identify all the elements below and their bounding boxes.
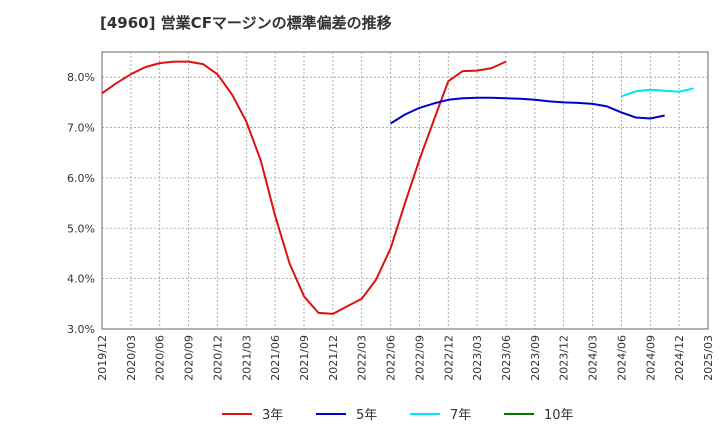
x-axis-ticks: 2019/12 2020/03 2020/06 2020/09 2020/12 2021/… (96, 335, 715, 381)
x-tick-label: 2023/03 (471, 335, 484, 381)
legend-label: 10年 (544, 408, 574, 423)
y-tick-label: 5.0% (67, 222, 95, 235)
x-tick-label: 2020/06 (154, 335, 167, 381)
legend-label: 7年 (450, 408, 471, 423)
x-tick-label: 2025/03 (702, 335, 715, 381)
x-tick-label: 2022/12 (442, 335, 455, 381)
plot-area (101, 51, 709, 330)
x-tick-label: 2020/12 (211, 335, 224, 381)
grid-lines (102, 52, 708, 329)
x-tick-label: 2021/12 (327, 335, 340, 381)
x-tick-label: 2022/06 (385, 335, 398, 381)
x-tick-label: 2022/09 (413, 335, 426, 381)
x-tick-label: 2023/12 (558, 335, 571, 381)
plot-frame (101, 51, 709, 330)
legend-label: 3年 (262, 408, 283, 423)
x-tick-label: 2021/06 (269, 335, 282, 381)
series-line (101, 60, 507, 315)
legend-label: 5年 (356, 408, 377, 423)
x-tick-label: 2021/09 (298, 335, 311, 381)
series-line (390, 96, 665, 125)
x-tick-label: 2023/09 (529, 335, 542, 381)
x-tick-label: 2021/03 (240, 335, 253, 381)
x-tick-label: 2020/09 (183, 335, 196, 381)
x-tick-label: 2019/12 (96, 335, 109, 381)
x-tick-label: 2023/06 (500, 335, 513, 381)
y-tick-label: 4.0% (67, 273, 95, 286)
chart-title: [4960] 営業CFマージンの標準偏差の推移 (100, 14, 392, 32)
x-tick-label: 2024/12 (673, 335, 686, 381)
x-tick-label: 2022/03 (356, 335, 369, 381)
legend: 3年 5年 7年 10年 (222, 408, 574, 423)
x-tick-label: 2024/06 (615, 335, 628, 381)
x-tick-label: 2024/09 (644, 335, 657, 381)
x-tick-label: 2024/03 (587, 335, 600, 381)
y-tick-label: 8.0% (67, 71, 95, 84)
y-tick-label: 7.0% (67, 122, 95, 135)
y-tick-label: 3.0% (67, 323, 95, 336)
y-axis-ticks: 3.0% 4.0% 5.0% 6.0% 7.0% 8.0% (67, 71, 95, 336)
series-line (621, 87, 694, 98)
y-tick-label: 6.0% (67, 172, 95, 185)
x-tick-label: 2020/03 (125, 335, 138, 381)
series-lines (101, 60, 694, 315)
